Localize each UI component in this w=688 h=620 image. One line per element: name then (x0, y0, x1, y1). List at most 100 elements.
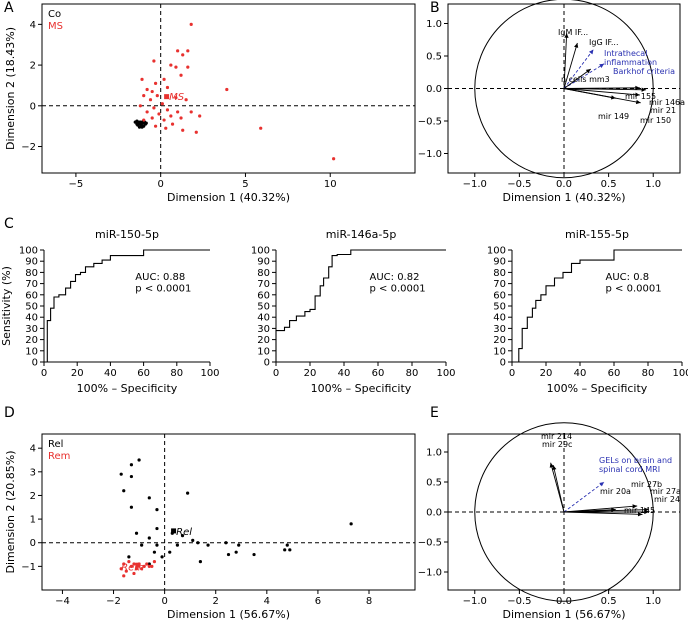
panel-d-point-rel (160, 555, 164, 559)
panel-d-xtick-label: −4 (55, 596, 70, 607)
panel-c3-title: miR-155-5p (565, 228, 629, 241)
panel-e-var-label-4: mir 27a (650, 487, 681, 496)
panel-e-arrowhead-5 (644, 509, 649, 515)
panel-a-legend-co: Co (48, 9, 61, 20)
panel-b-arrowhead-5 (635, 85, 640, 91)
panel-d-point-rel (147, 562, 151, 566)
panel-d-point-rem (132, 562, 136, 566)
panel-a-point-ms (150, 89, 154, 94)
panel-d-point-rel (127, 555, 131, 559)
panel-b-var-label-0: IgM IF... (558, 28, 588, 37)
panel-c2-ytick-label: 70 (257, 279, 270, 290)
panel-b-var-label-4: n cells mm3 (561, 75, 610, 84)
panel-a-point-co (135, 119, 139, 123)
panel-a-point-ms (181, 53, 185, 57)
panel-d-point-rel (129, 463, 134, 467)
panel-b-xlabel: Dimension 1 (40.32%) (503, 191, 626, 204)
panel-c2-auc: AUC: 0.82 (370, 272, 420, 283)
panel-a-xtick-label: −5 (69, 179, 84, 190)
panel-d-point-rem (134, 567, 139, 571)
panel-c1-xtick-label: 0 (41, 368, 47, 379)
panel-b-arrowhead-1 (574, 43, 579, 48)
panel-d-legend-rel: Rel (48, 439, 63, 450)
panel-c3-ytick-label: 100 (487, 246, 506, 257)
panel-a-xtick-label: 10 (324, 179, 337, 190)
panel-c1-xlabel: 100% – Specificity (77, 382, 178, 395)
panel-d-point-rel (180, 534, 185, 538)
panel-d-ytick-label: −1 (21, 562, 36, 573)
panel-c3-xtick-label: 60 (608, 368, 621, 379)
panel-e-xlabel: Dimension 1 (56.67%) (503, 608, 626, 620)
panel-a-point-ms (169, 114, 173, 118)
panel-e-ytick-label: −0.5 (418, 538, 442, 549)
panel-d-ytick-label: 3 (30, 467, 36, 478)
panel-a-point-ms (189, 110, 193, 114)
panel-a-point-ms (169, 63, 173, 67)
panel-c2-xlabel: 100% – Specificity (311, 382, 412, 395)
panel-d-xtick-label: 0 (161, 596, 167, 607)
panel-c2-ytick-label: 20 (257, 335, 270, 346)
panel-c1-ytick-label: 70 (25, 279, 38, 290)
panel-a-point-ms (179, 73, 183, 77)
panel-d-point-rel (147, 496, 151, 500)
panel-c3-roc-curve (512, 249, 682, 363)
panel-d-point-rem (140, 567, 144, 571)
panel-e-ytick-label: −1.0 (418, 568, 442, 579)
panel-b-var-label-8: mir 149 (598, 112, 629, 121)
panel-a-ytick-label: 2 (30, 61, 36, 72)
panel-d-point-rem (132, 571, 136, 576)
panel-d-point-rel (288, 548, 292, 552)
panel-a-centroid-label: MS (169, 92, 185, 103)
panel-e-var-label-2: spinal cord MRI (599, 465, 660, 474)
panel-a-xlabel: Dimension 1 (40.32%) (167, 191, 290, 204)
panel-c2-xtick-label: 100 (436, 368, 455, 379)
panel-a-point-ms (160, 102, 164, 106)
panel-c1-ytick-label: 60 (25, 290, 38, 301)
panel-b-xtick-label: 1.0 (645, 179, 661, 190)
panel-d-point-rel (349, 522, 353, 526)
panel-a-point-ms (150, 116, 154, 120)
panel-d-point-rem (124, 569, 128, 573)
panel-a-point-ms (152, 59, 156, 63)
panel-c2-ytick-label: 60 (257, 290, 270, 301)
panel-c1-pvalue: p < 0.0001 (135, 283, 191, 294)
panel-b-arrowhead-2 (588, 49, 594, 55)
panel-c1-xtick-label: 20 (71, 368, 84, 379)
panel-b-arrow-3 (563, 63, 605, 89)
panel-d-ytick-label: 0 (30, 538, 36, 549)
panel-d-point-rel (134, 531, 139, 535)
panel-c2-pvalue: p < 0.0001 (370, 283, 426, 294)
panel-c2-ytick-label: 30 (257, 324, 270, 335)
panel-d-point-rem (142, 564, 146, 568)
panel-e-arrowhead-0 (549, 462, 554, 468)
panel-c1-ytick-label: 100 (19, 246, 38, 257)
panel-c3-ytick-label: 90 (493, 257, 506, 268)
panel-a-point-co (144, 121, 148, 125)
panel-label-c: C (4, 216, 14, 232)
panel-a-point-ms (181, 128, 185, 132)
panel-a-point-ms (140, 77, 144, 81)
panel-c3-xtick-label: 0 (509, 368, 515, 379)
panel-d-ytick-label: 4 (30, 444, 36, 455)
panel-d-point-rem (127, 560, 131, 564)
panel-d-point-rem (122, 574, 126, 578)
panel-e-xtick-label: −1.0 (463, 596, 487, 607)
panel-e-arrow-7 (563, 511, 643, 515)
panel-a-point-ms (176, 49, 180, 53)
panel-c3-ytick-label: 50 (493, 302, 506, 313)
panel-d-ytick-label: 1 (30, 515, 36, 526)
panel-c1-xtick-label: 80 (170, 368, 183, 379)
panel-a-point-ms (138, 104, 142, 108)
panel-e-var-label-7: mir 145 (624, 506, 655, 515)
panel-b-var-label-1: IgG IF... (589, 38, 618, 47)
panel-b-arrow-4 (563, 68, 592, 89)
panel-d-point-rel (252, 552, 256, 557)
panel-c2-xtick-label: 0 (273, 368, 279, 379)
panel-d-legend-rem: Rem (48, 451, 70, 462)
panel-d-point-rem (152, 560, 157, 564)
panel-d-frame (41, 433, 416, 591)
panel-c1-ytick-label: 80 (25, 268, 38, 279)
panel-c2-ytick-label: 50 (257, 302, 270, 313)
panel-a-xtick-label: 5 (242, 179, 248, 190)
panel-a-legend-ms: MS (48, 21, 63, 32)
